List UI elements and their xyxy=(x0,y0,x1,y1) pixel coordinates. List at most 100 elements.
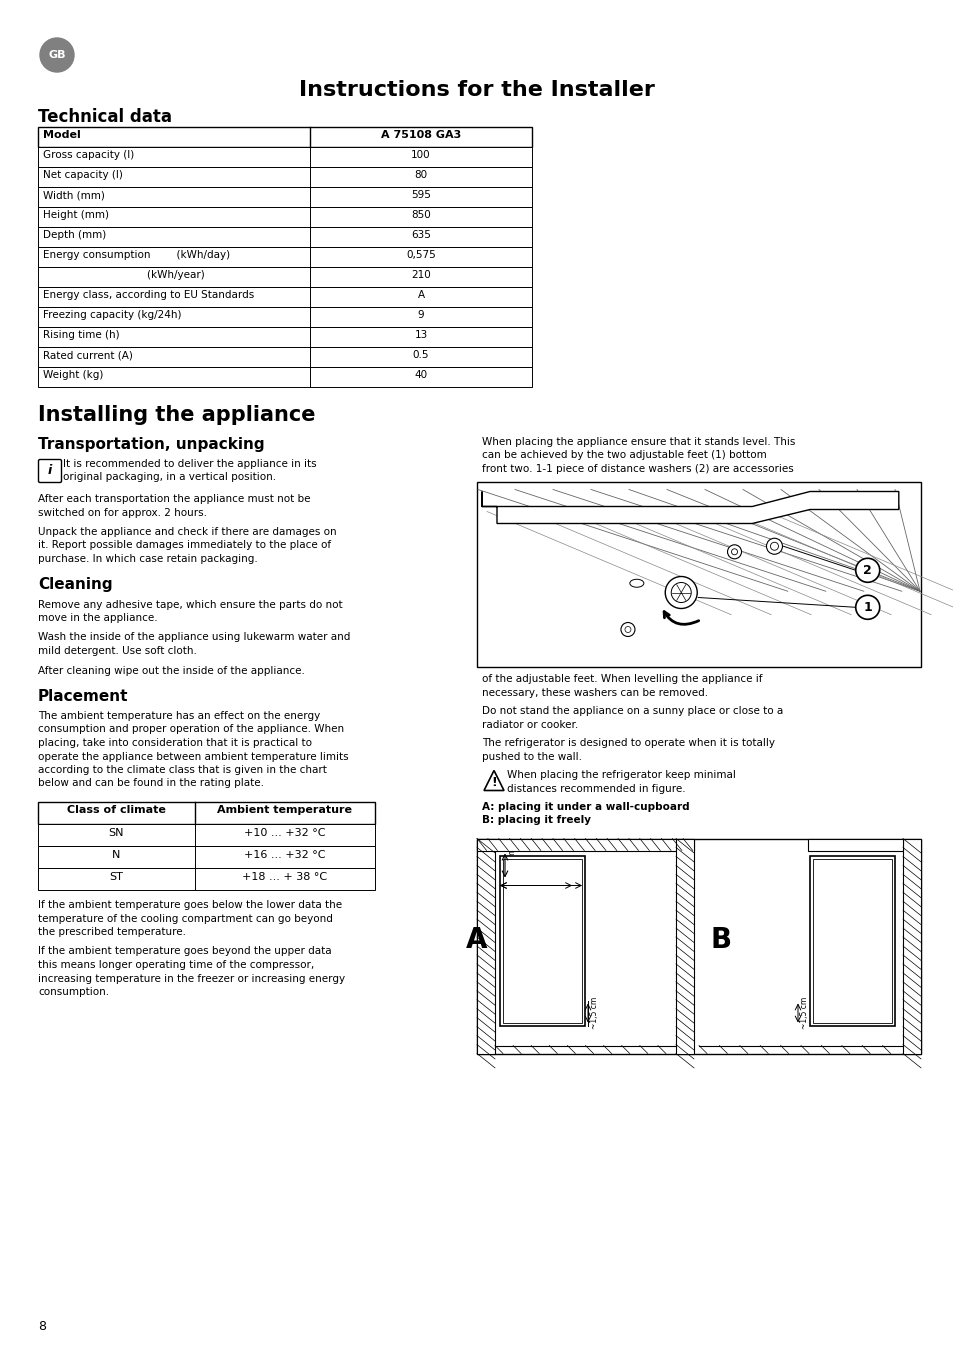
Text: below and can be found in the rating plate.: below and can be found in the rating pla… xyxy=(38,778,264,789)
Text: SN: SN xyxy=(109,828,124,838)
Text: 13: 13 xyxy=(414,331,427,340)
Text: temperature of the cooling compartment can go beyond: temperature of the cooling compartment c… xyxy=(38,913,333,924)
Bar xyxy=(38,167,532,188)
Circle shape xyxy=(727,545,740,558)
Bar xyxy=(38,803,375,824)
Bar xyxy=(476,839,693,850)
Circle shape xyxy=(731,549,737,554)
Bar xyxy=(38,188,532,206)
Bar xyxy=(38,206,532,227)
Text: Weight (kg): Weight (kg) xyxy=(43,370,103,380)
Circle shape xyxy=(620,622,635,637)
Bar xyxy=(502,858,581,1023)
Text: Rising time (h): Rising time (h) xyxy=(43,331,119,340)
Text: consumption.: consumption. xyxy=(38,987,109,997)
Text: front two. 1-1 piece of distance washers (2) are accessories: front two. 1-1 piece of distance washers… xyxy=(481,464,793,473)
Text: according to the climate class that is given in the chart: according to the climate class that is g… xyxy=(38,765,327,774)
Bar xyxy=(902,839,920,1054)
Text: distances recommended in figure.: distances recommended in figure. xyxy=(506,784,685,795)
Text: It is recommended to deliver the appliance in its: It is recommended to deliver the applian… xyxy=(63,459,316,469)
Text: !: ! xyxy=(491,776,497,789)
Text: A: placing it under a wall-cupboard: A: placing it under a wall-cupboard xyxy=(481,801,689,812)
Text: If the ambient temperature goes below the lower data the: If the ambient temperature goes below th… xyxy=(38,900,342,911)
Text: (kWh/year): (kWh/year) xyxy=(43,270,205,281)
Text: A: A xyxy=(417,290,424,299)
Text: Model: Model xyxy=(43,130,81,140)
Text: this means longer operating time of the compressor,: this means longer operating time of the … xyxy=(38,960,314,970)
Bar xyxy=(476,839,920,1054)
Circle shape xyxy=(664,576,697,608)
Text: ~10 cm: ~10 cm xyxy=(507,851,517,881)
Text: 9: 9 xyxy=(417,310,424,320)
Text: Energy consumption        (kWh/day): Energy consumption (kWh/day) xyxy=(43,250,230,260)
Text: +18 ... + 38 °C: +18 ... + 38 °C xyxy=(242,871,327,882)
Circle shape xyxy=(624,626,630,633)
Bar xyxy=(499,855,584,1025)
Text: ~1,5 cm: ~1,5 cm xyxy=(589,997,598,1029)
Text: Do not stand the appliance on a sunny place or close to a: Do not stand the appliance on a sunny pl… xyxy=(481,707,782,716)
Text: 0,575: 0,575 xyxy=(406,250,436,260)
Text: 80: 80 xyxy=(414,170,427,179)
Text: Ambient temperature: Ambient temperature xyxy=(217,805,352,815)
Text: Width (mm): Width (mm) xyxy=(43,190,105,200)
Bar xyxy=(38,308,532,326)
Text: 635: 635 xyxy=(411,229,431,240)
Text: If the ambient temperature goes beyond the upper data: If the ambient temperature goes beyond t… xyxy=(38,947,332,956)
Text: Remove any adhesive tape, which ensure the parts do not: Remove any adhesive tape, which ensure t… xyxy=(38,599,342,610)
Bar xyxy=(38,846,375,867)
Text: switched on for approx. 2 hours.: switched on for approx. 2 hours. xyxy=(38,507,207,518)
Text: Placement: Placement xyxy=(38,689,129,704)
Bar xyxy=(38,267,532,287)
Text: 100: 100 xyxy=(411,150,431,161)
Text: A: A xyxy=(466,927,487,955)
Text: ST: ST xyxy=(110,871,123,882)
Text: of the adjustable feet. When levelling the appliance if: of the adjustable feet. When levelling t… xyxy=(481,674,761,684)
Bar xyxy=(38,127,532,147)
Text: Depth (mm): Depth (mm) xyxy=(43,229,106,240)
Text: can be achieved by the two adjustable feet (1) bottom: can be achieved by the two adjustable fe… xyxy=(481,451,766,460)
Text: Class of climate: Class of climate xyxy=(67,805,166,815)
Bar xyxy=(38,367,532,387)
Text: The refrigerator is designed to operate when it is totally: The refrigerator is designed to operate … xyxy=(481,738,774,749)
Text: 210: 210 xyxy=(411,270,431,281)
Text: pushed to the wall.: pushed to the wall. xyxy=(481,751,581,762)
Bar xyxy=(38,867,375,890)
Text: Instructions for the Installer: Instructions for the Installer xyxy=(298,80,655,100)
Bar xyxy=(38,347,532,367)
Text: After cleaning wipe out the inside of the appliance.: After cleaning wipe out the inside of th… xyxy=(38,665,305,676)
Text: Installing the appliance: Installing the appliance xyxy=(38,405,315,425)
Text: 2: 2 xyxy=(862,564,871,577)
Bar xyxy=(676,839,693,1054)
Text: Technical data: Technical data xyxy=(38,108,172,125)
Bar xyxy=(38,147,532,167)
Bar xyxy=(476,839,495,1054)
Text: consumption and proper operation of the appliance. When: consumption and proper operation of the … xyxy=(38,724,344,734)
Circle shape xyxy=(40,38,74,71)
Text: Unpack the appliance and check if there are damages on: Unpack the appliance and check if there … xyxy=(38,527,336,537)
Text: purchase. In which case retain packaging.: purchase. In which case retain packaging… xyxy=(38,554,257,564)
Text: the prescribed temperature.: the prescribed temperature. xyxy=(38,927,186,938)
Text: 8: 8 xyxy=(38,1321,46,1333)
Bar xyxy=(812,858,891,1023)
Text: Cleaning: Cleaning xyxy=(38,577,112,592)
Text: Height (mm): Height (mm) xyxy=(43,210,109,220)
Bar xyxy=(38,287,532,308)
Text: Freezing capacity (kg/24h): Freezing capacity (kg/24h) xyxy=(43,310,181,320)
Bar xyxy=(38,227,532,247)
Bar xyxy=(476,482,920,666)
Text: When placing the appliance ensure that it stands level. This: When placing the appliance ensure that i… xyxy=(481,437,795,447)
Polygon shape xyxy=(481,491,898,523)
Text: Net capacity (l): Net capacity (l) xyxy=(43,170,123,179)
Text: ~1,5 cm: ~1,5 cm xyxy=(800,997,808,1029)
Text: +10 ... +32 °C: +10 ... +32 °C xyxy=(244,828,325,838)
Text: placing, take into consideration that it is practical to: placing, take into consideration that it… xyxy=(38,738,312,747)
Circle shape xyxy=(855,558,879,583)
Text: GB: GB xyxy=(49,50,66,59)
Bar xyxy=(38,247,532,267)
Text: 0.5: 0.5 xyxy=(413,349,429,360)
Text: Rated current (A): Rated current (A) xyxy=(43,349,132,360)
Text: i: i xyxy=(48,464,52,478)
Text: N: N xyxy=(112,850,121,861)
Text: original packaging, in a vertical position.: original packaging, in a vertical positi… xyxy=(63,472,275,483)
Text: 850: 850 xyxy=(411,210,431,220)
